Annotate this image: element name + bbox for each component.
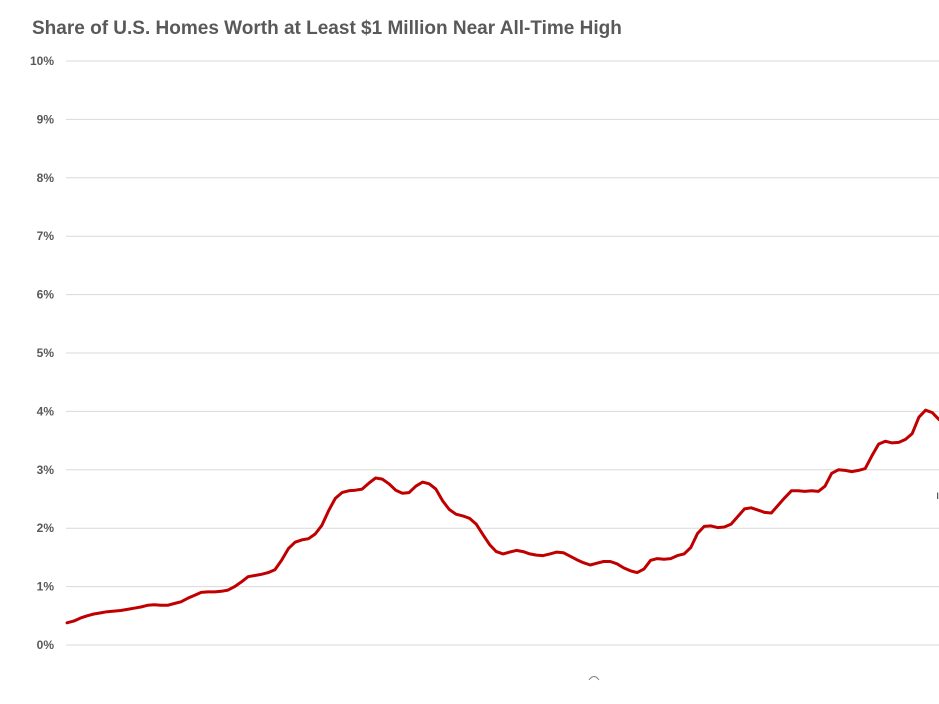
y-tick-label: 1% [37, 580, 55, 594]
y-tick-label: 0% [37, 638, 55, 652]
y-tick-label: 8% [37, 171, 55, 185]
y-tick-label: 5% [37, 346, 55, 360]
gridlines [66, 60, 939, 646]
y-tick-label: 9% [37, 112, 55, 126]
series-line [65, 408, 939, 625]
y-tick-label: 4% [37, 404, 55, 418]
partial-cursor-mark [588, 676, 600, 681]
y-axis-ticks: 0% 1% 2% 3% 4% 5% 6% 7% 8% 9% 10% [30, 54, 54, 652]
y-tick-label: 2% [37, 521, 55, 535]
chart-title: Share of U.S. Homes Worth at Least $1 Mi… [32, 18, 622, 39]
y-tick-label: 10% [30, 54, 54, 68]
y-tick-label: 6% [37, 288, 55, 302]
y-tick-label: 7% [37, 229, 55, 243]
partial-axis-glyph: ı [936, 488, 939, 502]
series-layer [65, 408, 939, 625]
y-tick-label: 3% [37, 463, 55, 477]
